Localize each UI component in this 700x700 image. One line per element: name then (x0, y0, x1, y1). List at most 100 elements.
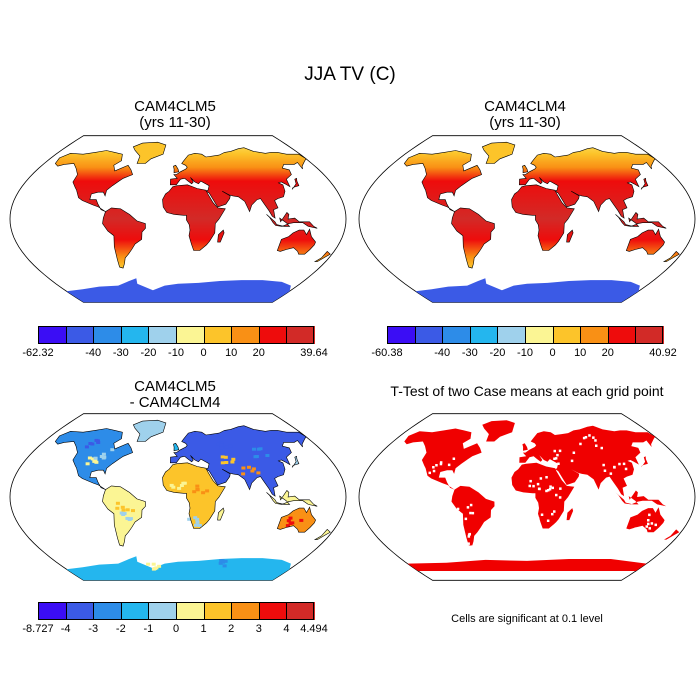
colorbar-tick-label: 20 (252, 347, 265, 359)
nonsignificant-cell (467, 533, 471, 536)
grid-cell (146, 562, 151, 566)
coastline-indonesia (615, 212, 667, 229)
nonsignificant-cell (540, 513, 544, 516)
colorbar-tick-label: 10 (225, 347, 238, 359)
grid-cell (115, 506, 120, 510)
colorbar-tick-label: -10 (168, 347, 184, 359)
coastline-australia (625, 228, 665, 255)
figure-title: JJA TV (C) (304, 64, 396, 85)
nonsignificant-cell (645, 525, 648, 528)
land-northAmerica (55, 150, 133, 212)
panel-title-cam4clm5: CAM4CLM5 (yrs 11-30) (15, 99, 335, 131)
grid-cell (96, 441, 101, 444)
colorbar-tick-label: 40.92 (649, 347, 677, 359)
land-greenland (133, 142, 166, 164)
panel-title-line2: (yrs 11-30) (489, 114, 561, 131)
land-antarctica (415, 278, 640, 303)
colorbar-swatch (93, 326, 122, 344)
nonsignificant-cell (579, 442, 582, 446)
colorbar-tick-label: -1 (143, 623, 154, 635)
land-antarctica (66, 556, 291, 581)
nonsignificant-cell (572, 451, 576, 454)
colorbar-tick-label: 10 (574, 347, 587, 359)
land-eurasia (519, 147, 656, 219)
grid-cell (250, 469, 255, 473)
nonsignificant-cell (647, 519, 650, 522)
grid-cell (131, 509, 135, 513)
grid-cell (299, 518, 304, 522)
colorbar-swatch (442, 326, 471, 344)
colorbar-tick-label: 0 (172, 623, 180, 635)
coastline-greenland (481, 141, 516, 164)
land-madagascar (217, 230, 225, 243)
nonsignificant-cell (452, 457, 456, 460)
land-indonesia (266, 212, 318, 229)
colorbar-swatch (258, 602, 288, 620)
grid-cell (171, 485, 176, 489)
nonsignificant-cell (482, 545, 485, 548)
grid-cell (115, 501, 120, 505)
nonsignificant-cell (548, 488, 552, 491)
coastline-eurasia (518, 147, 656, 219)
grid-cell (197, 494, 201, 498)
panel-title-difference: CAM4CLM5 - CAM4CLM4 (15, 379, 335, 411)
nonsignificant-cell (432, 469, 436, 473)
grid-cell (93, 456, 98, 460)
coastline-japan (291, 455, 300, 468)
colorbar-swatch (176, 326, 205, 344)
colorbar-tick-label: -62.32 (22, 347, 54, 359)
grid-cell (205, 489, 210, 493)
land-africa (511, 462, 575, 529)
grid-cell (198, 498, 202, 502)
land-greenland (482, 420, 515, 442)
nonsignificant-cell (558, 449, 562, 453)
map-panel-ttest (358, 413, 696, 581)
coastline-southAmerica (451, 207, 495, 269)
colorbar-tick-label: -30 (461, 347, 478, 359)
land-britain (522, 165, 528, 173)
grid-cell (223, 559, 228, 563)
grid-cell (219, 443, 224, 447)
panel-title-line2: (yrs 11-30) (139, 114, 211, 131)
coastline-northAmerica (54, 428, 133, 490)
nonsignificant-cell (470, 545, 474, 548)
nonsignificant-cell (447, 463, 451, 467)
colorbar-tick-label: -20 (489, 347, 506, 359)
coastline-indonesia (266, 212, 318, 229)
nonsignificant-cell (648, 527, 651, 530)
land-eurasia (519, 425, 656, 497)
nonsignificant-cell (647, 522, 650, 526)
colorbar-outline (38, 326, 314, 344)
grid-cell (195, 484, 200, 488)
grid-cell (194, 523, 198, 527)
grid-cell (219, 441, 224, 445)
coastline-indonesia (266, 490, 318, 507)
grid-cell (181, 481, 186, 485)
grid-cell (256, 471, 261, 475)
nonsignificant-cell (467, 535, 471, 538)
nonsignificant-cell (546, 519, 550, 522)
nonsignificant-cell (545, 489, 548, 493)
nonsignificant-cell (467, 542, 470, 545)
colorbar-swatch (148, 602, 177, 620)
nonsignificant-cell (471, 511, 475, 515)
land-africa (511, 184, 575, 251)
nonsignificant-cell (558, 496, 562, 499)
coastline-australia (276, 228, 316, 255)
grid-cell (195, 517, 200, 521)
nonsignificant-cell (539, 477, 543, 480)
nonsignificant-cell (582, 436, 586, 440)
land-indonesia (266, 490, 318, 507)
grid-cell (288, 522, 293, 525)
colorbar-swatch (203, 602, 233, 620)
colorbar-tick-label: -40 (434, 347, 451, 359)
land-africa (162, 462, 226, 529)
grid-cell (122, 512, 127, 515)
coastline-southAmerica (102, 485, 146, 547)
grid-cell (85, 462, 90, 466)
coastline-australia (276, 506, 316, 533)
land-eurasia (170, 425, 307, 497)
land-greenland (133, 420, 166, 442)
colorbar-tick-label: -4 (60, 623, 71, 635)
grid-cell (177, 486, 182, 490)
